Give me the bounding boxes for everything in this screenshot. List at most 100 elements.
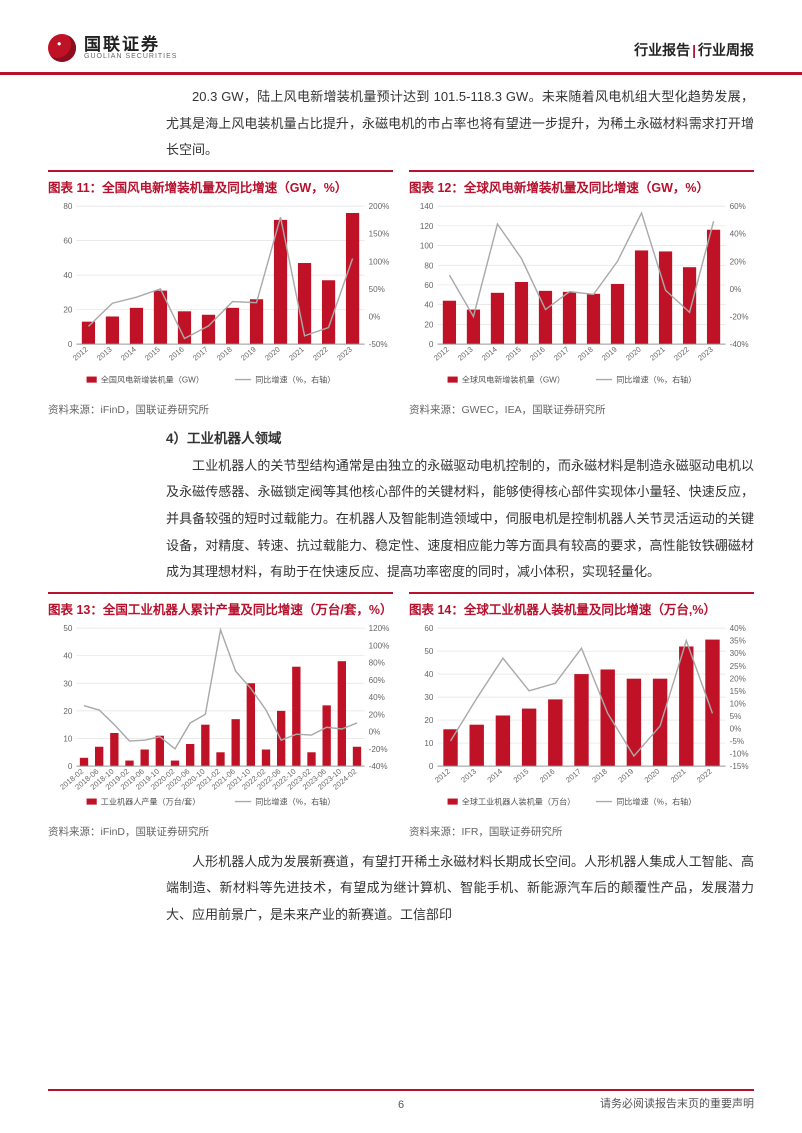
- svg-text:2018: 2018: [590, 767, 609, 785]
- svg-text:100: 100: [420, 241, 434, 250]
- svg-text:2018: 2018: [215, 345, 234, 363]
- svg-text:0: 0: [429, 340, 434, 349]
- svg-text:2016: 2016: [167, 345, 186, 363]
- svg-text:-40%: -40%: [730, 340, 749, 349]
- svg-text:2013: 2013: [456, 345, 475, 363]
- footer-rule: [48, 1089, 754, 1091]
- svg-text:2012: 2012: [433, 767, 452, 785]
- svg-text:2013: 2013: [95, 345, 114, 363]
- chart-row-2: 图表 13：全国工业机器人累计产量及同比增速（万台/套，%） 0 10 20 30 40…: [48, 592, 754, 839]
- svg-text:-10%: -10%: [730, 749, 749, 758]
- svg-text:同比增速（%，右轴）: 同比增速（%，右轴）: [616, 797, 696, 807]
- chart-12-source: 资料来源：GWEC，IEA，国联证券研究所: [409, 402, 754, 417]
- svg-text:工业机器人产量（万台/套）: 工业机器人产量（万台/套）: [101, 797, 201, 807]
- svg-text:2014: 2014: [480, 345, 499, 363]
- svg-text:20: 20: [424, 716, 434, 725]
- svg-text:2021: 2021: [669, 767, 688, 785]
- svg-text:60: 60: [424, 624, 434, 633]
- chart-row-1: 图表 11：全国风电新增装机量及同比增速（GW，%） 020406080-50%…: [48, 170, 754, 417]
- svg-text:0%: 0%: [730, 285, 742, 294]
- svg-text:40: 40: [424, 301, 434, 310]
- footer-disclaimer: 请务必阅读报告末页的重要声明: [600, 1095, 754, 1111]
- chart-panel-11: 图表 11：全国风电新增装机量及同比增速（GW，%） 020406080-50%…: [48, 170, 393, 417]
- svg-text:同比增速（%，右轴）: 同比增速（%，右轴）: [255, 797, 335, 807]
- svg-text:50: 50: [424, 647, 434, 656]
- svg-text:0: 0: [429, 762, 434, 771]
- svg-text:20%: 20%: [730, 674, 746, 683]
- paragraph-3: 人形机器人成为发展新赛道，有望打开稀土永磁材料长期成长空间。人形机器人集成人工智…: [166, 849, 754, 929]
- svg-text:2014: 2014: [485, 767, 504, 785]
- svg-text:15%: 15%: [730, 687, 746, 696]
- svg-text:30: 30: [424, 693, 434, 702]
- svg-text:2023: 2023: [696, 345, 715, 363]
- svg-text:-50%: -50%: [369, 340, 388, 349]
- svg-text:40: 40: [63, 271, 73, 280]
- section-heading-4: 4）工业机器人领域: [166, 427, 754, 447]
- chart-14-source: 资料来源：IFR，国联证券研究所: [409, 824, 754, 839]
- svg-text:2020: 2020: [643, 767, 662, 785]
- svg-text:全球工业机器人装机量（万台）: 全球工业机器人装机量（万台）: [462, 797, 576, 807]
- svg-text:2015: 2015: [512, 767, 531, 785]
- brand-name-en: GUOLIAN SECURITIES: [84, 53, 177, 60]
- chart-14-svg: 0102030405060-15%-10%-5%0%5%10%15%20%25%…: [409, 622, 754, 815]
- svg-text:60: 60: [63, 237, 73, 246]
- divider-icon: |: [692, 42, 696, 58]
- svg-text:同比增速（%，右轴）: 同比增速（%，右轴）: [616, 375, 696, 385]
- chart-panel-14: 图表 14：全球工业机器人装机量及同比增速（万台,%） 010203040506…: [409, 592, 754, 839]
- svg-text:-20%: -20%: [369, 745, 388, 754]
- svg-text:40: 40: [424, 670, 434, 679]
- svg-text:20: 20: [63, 707, 73, 716]
- svg-text:2021: 2021: [648, 345, 667, 363]
- svg-text:-40%: -40%: [369, 762, 388, 771]
- svg-text:50: 50: [63, 624, 73, 633]
- svg-text:全球风电新增装机量（GW）: 全球风电新增装机量（GW）: [462, 375, 565, 385]
- svg-text:80: 80: [63, 202, 73, 211]
- doc-type-left: 行业报告: [634, 42, 690, 58]
- brand-logo: 国联证券 GUOLIAN SECURITIES: [48, 34, 177, 62]
- svg-text:20%: 20%: [730, 257, 746, 266]
- svg-text:50%: 50%: [369, 285, 385, 294]
- svg-text:40%: 40%: [369, 693, 385, 702]
- svg-text:-5%: -5%: [730, 737, 744, 746]
- svg-text:30%: 30%: [730, 649, 746, 658]
- svg-text:60%: 60%: [369, 676, 385, 685]
- svg-text:2023: 2023: [335, 345, 354, 363]
- chart-14-title: 图表 14：全球工业机器人装机量及同比增速（万台,%）: [409, 592, 754, 618]
- chart-13-svg: 01020304050-40%-20%0%20%40%60%80%100%120…: [48, 622, 393, 815]
- svg-text:120%: 120%: [369, 624, 390, 633]
- doc-type-right: 行业周报: [698, 42, 754, 58]
- svg-text:60%: 60%: [730, 202, 746, 211]
- report-page: 国联证券 GUOLIAN SECURITIES 行业报告|行业周报 20.3 G…: [0, 0, 802, 1133]
- svg-text:2017: 2017: [191, 345, 210, 363]
- svg-text:40%: 40%: [730, 230, 746, 239]
- svg-text:2020: 2020: [624, 345, 643, 363]
- chart-panel-12: 图表 12：全球风电新增装机量及同比增速（GW，%） 0204060801001…: [409, 170, 754, 417]
- svg-text:25%: 25%: [730, 662, 746, 671]
- svg-text:10: 10: [63, 734, 73, 743]
- brand-name-cn: 国联证券: [84, 36, 177, 53]
- svg-text:40: 40: [63, 652, 73, 661]
- svg-text:同比增速（%，右轴）: 同比增速（%，右轴）: [255, 375, 335, 385]
- svg-text:0%: 0%: [730, 724, 742, 733]
- chart-13-title: 图表 13：全国工业机器人累计产量及同比增速（万台/套，%）: [48, 592, 393, 618]
- logo-mark-icon: [48, 34, 76, 62]
- svg-text:2019: 2019: [600, 345, 619, 363]
- svg-text:0%: 0%: [369, 728, 381, 737]
- svg-text:2012: 2012: [432, 345, 451, 363]
- svg-text:30: 30: [63, 679, 73, 688]
- svg-text:2018: 2018: [576, 345, 595, 363]
- svg-text:20: 20: [424, 320, 434, 329]
- svg-text:全国风电新增装机量（GW）: 全国风电新增装机量（GW）: [101, 375, 204, 385]
- svg-text:2022: 2022: [311, 345, 330, 363]
- svg-text:100%: 100%: [369, 641, 390, 650]
- chart-12-svg: 020406080100120140-40%-20%0%20%40%60%201…: [409, 200, 754, 393]
- svg-text:2022: 2022: [695, 767, 714, 785]
- doc-type: 行业报告|行业周报: [634, 40, 754, 60]
- svg-text:2019: 2019: [239, 345, 258, 363]
- svg-text:10%: 10%: [730, 699, 746, 708]
- paragraph-1: 20.3 GW，陆上风电新增装机量预计达到 101.5-118.3 GW。未来随…: [166, 84, 754, 164]
- svg-text:2015: 2015: [143, 345, 162, 363]
- svg-text:2015: 2015: [504, 345, 523, 363]
- chart-panel-13: 图表 13：全国工业机器人累计产量及同比增速（万台/套，%） 010203040…: [48, 592, 393, 839]
- svg-text:100%: 100%: [369, 257, 390, 266]
